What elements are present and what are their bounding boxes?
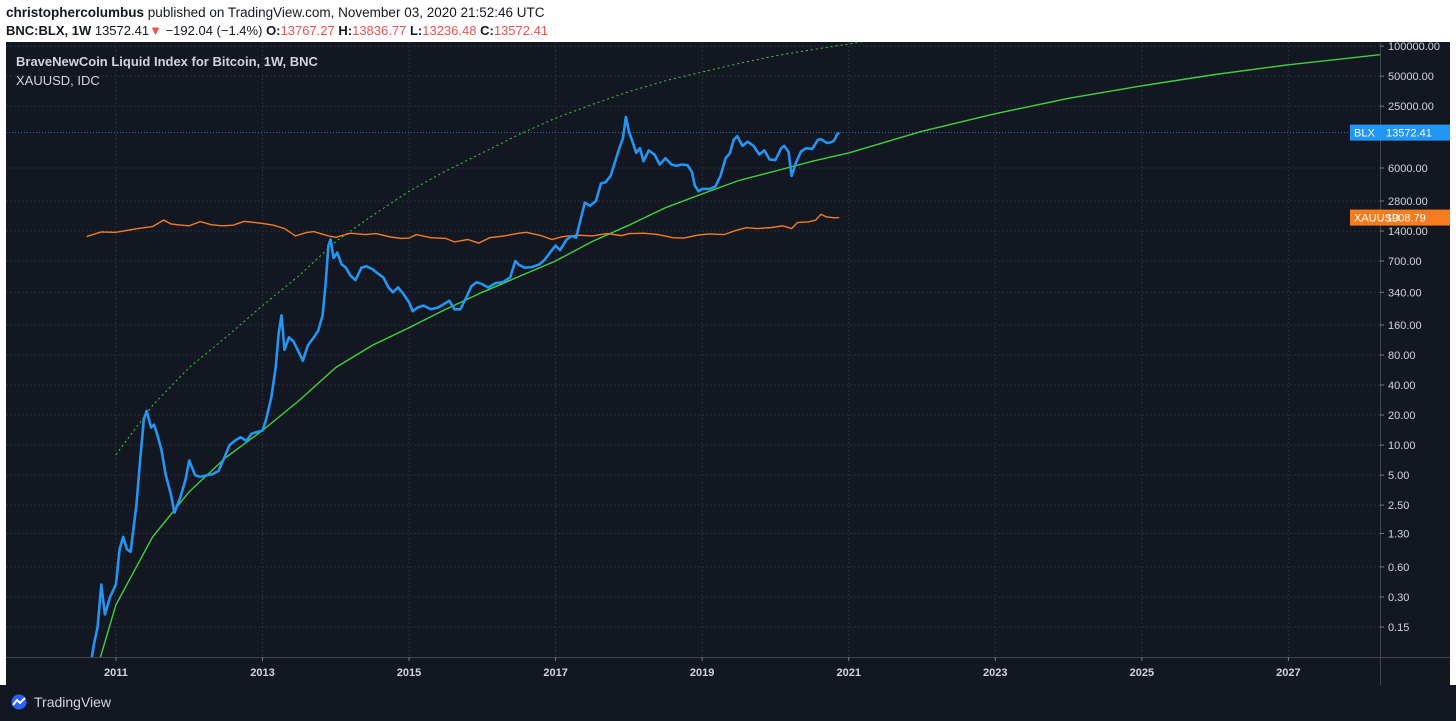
series-line-xauusd (86, 213, 840, 244)
price-change: −192.04 (−1.4%) (165, 23, 263, 38)
author-name[interactable]: christophercolumbus (6, 5, 145, 20)
low-label: L: (409, 23, 423, 38)
xauusd-tag-name: XAUUSD (1354, 213, 1400, 225)
compare-series-title[interactable]: XAUUSD, IDC (16, 73, 100, 88)
y-tick-label: 160.00 (1388, 320, 1422, 332)
high-label: H: (338, 23, 353, 38)
y-tick-label: 100000.00 (1388, 42, 1440, 53)
fit-curve-solid (99, 54, 1380, 657)
y-tick-label: 2800.00 (1388, 196, 1428, 208)
y-tick-label: 40.00 (1388, 380, 1416, 392)
x-tick-label: 2015 (397, 667, 421, 679)
xauusd-price-tag (1350, 209, 1450, 226)
tradingview-logo-icon (11, 694, 27, 710)
y-tick-label: 80.00 (1388, 350, 1416, 362)
main-series-title[interactable]: BraveNewCoin Liquid Index for Bitcoin, 1… (16, 54, 318, 69)
publish-header: christophercolumbus published on Trading… (0, 0, 1456, 42)
y-tick-label: 6000.00 (1388, 163, 1428, 175)
blx-price-tag (1350, 124, 1450, 141)
y-tick-label: 10.00 (1388, 440, 1416, 452)
blx-tag-name: BLX (1354, 128, 1375, 140)
x-tick-label: 2017 (543, 667, 567, 679)
y-tick-label: 5.00 (1388, 470, 1409, 482)
x-tick-label: 2019 (690, 667, 714, 679)
high-value: 13836.77 (352, 23, 407, 38)
x-tick-label: 2013 (250, 667, 274, 679)
y-tick-label: 1400.00 (1388, 226, 1428, 238)
open-value: 13767.27 (280, 23, 335, 38)
y-tick-label: 340.00 (1388, 287, 1422, 299)
open-label: O: (266, 23, 281, 38)
y-tick-label: 2.50 (1388, 500, 1409, 512)
published-text: published on TradingView.com, November 0… (147, 5, 545, 20)
y-tick-label: 700.00 (1388, 256, 1422, 268)
y-tick-label: 0.60 (1388, 562, 1409, 574)
y-tick-label: 0.30 (1388, 592, 1409, 604)
chart-background (6, 42, 1450, 685)
change-down-icon: ▼ (149, 23, 162, 38)
price-chart[interactable]: 100000.00 50000.00 25000.00 6000.00 2800.00 1… (6, 42, 1450, 685)
last-price: 13572.41 (94, 23, 150, 38)
brand-name: TradingView (34, 694, 112, 710)
y-tick-label: 1.30 (1388, 528, 1409, 540)
footer-bar: TradingView (0, 685, 1456, 721)
x-tick-label: 2025 (1130, 667, 1154, 679)
low-value: 13236.48 (422, 23, 477, 38)
x-tick-label: 2027 (1276, 667, 1300, 679)
y-tick-label: 50000.00 (1388, 71, 1434, 83)
tradingview-brand[interactable]: TradingView (10, 694, 111, 710)
fit-curve-dotted (115, 42, 863, 455)
x-tick-label: 2023 (983, 667, 1007, 679)
x-tick-label: 2011 (104, 667, 128, 679)
y-tick-label: 25000.00 (1388, 101, 1434, 113)
publish-line: christophercolumbus published on Trading… (6, 5, 545, 20)
x-tick-label: 2021 (836, 667, 860, 679)
series-line-blx (90, 115, 841, 657)
symbol-label[interactable]: BNC:BLX, 1W (6, 23, 92, 38)
y-tick-label: 20.00 (1388, 410, 1416, 422)
chart-pane[interactable]: 100000.00 50000.00 25000.00 6000.00 2800.00 1… (6, 42, 1450, 685)
close-label: C: (480, 23, 494, 38)
close-value: 13572.41 (493, 23, 549, 38)
plot-area[interactable] (86, 42, 1380, 667)
xauusd-tag-value: 1908.79 (1386, 213, 1426, 225)
ohlc-line: BNC:BLX, 1W 13572.41▼ −192.04 (−1.4%) O:… (6, 23, 548, 38)
chart-legend: BraveNewCoin Liquid Index for Bitcoin, 1… (16, 54, 318, 88)
y-tick-label: 0.15 (1388, 622, 1409, 634)
blx-tag-value: 13572.41 (1386, 128, 1432, 140)
